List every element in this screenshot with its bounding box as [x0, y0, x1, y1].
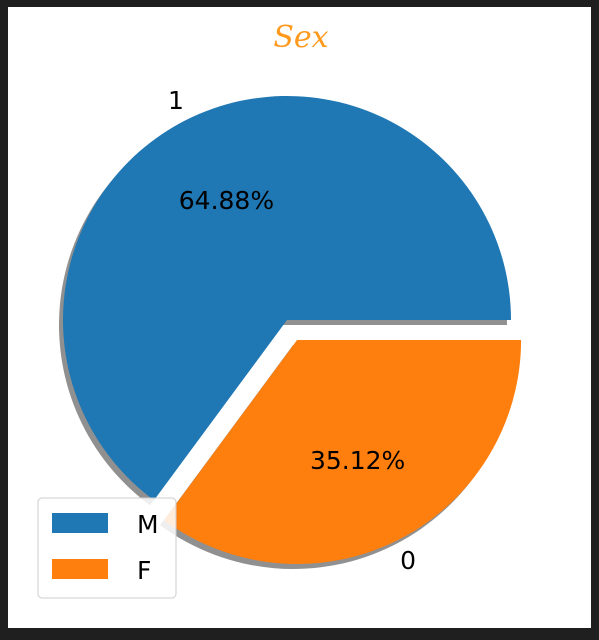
percent-label-0: 35.12% [310, 446, 405, 475]
percent-labels: 64.88% 35.12% [179, 186, 406, 475]
slices [62, 96, 522, 564]
pie-slice-1 [62, 96, 511, 501]
pie-slice-0 [164, 339, 522, 564]
legend: M F [37, 497, 177, 599]
percent-label-1: 64.88% [179, 186, 274, 215]
category-label-1: 1 [168, 86, 184, 115]
category-label-0: 0 [400, 546, 416, 575]
legend-label-f: F [137, 556, 151, 585]
legend-swatch-m [52, 513, 108, 533]
legend-swatch-f [52, 559, 108, 579]
chart-title: Sex [273, 20, 328, 55]
category-labels: 10 [168, 86, 416, 575]
legend-label-m: M [137, 510, 159, 539]
